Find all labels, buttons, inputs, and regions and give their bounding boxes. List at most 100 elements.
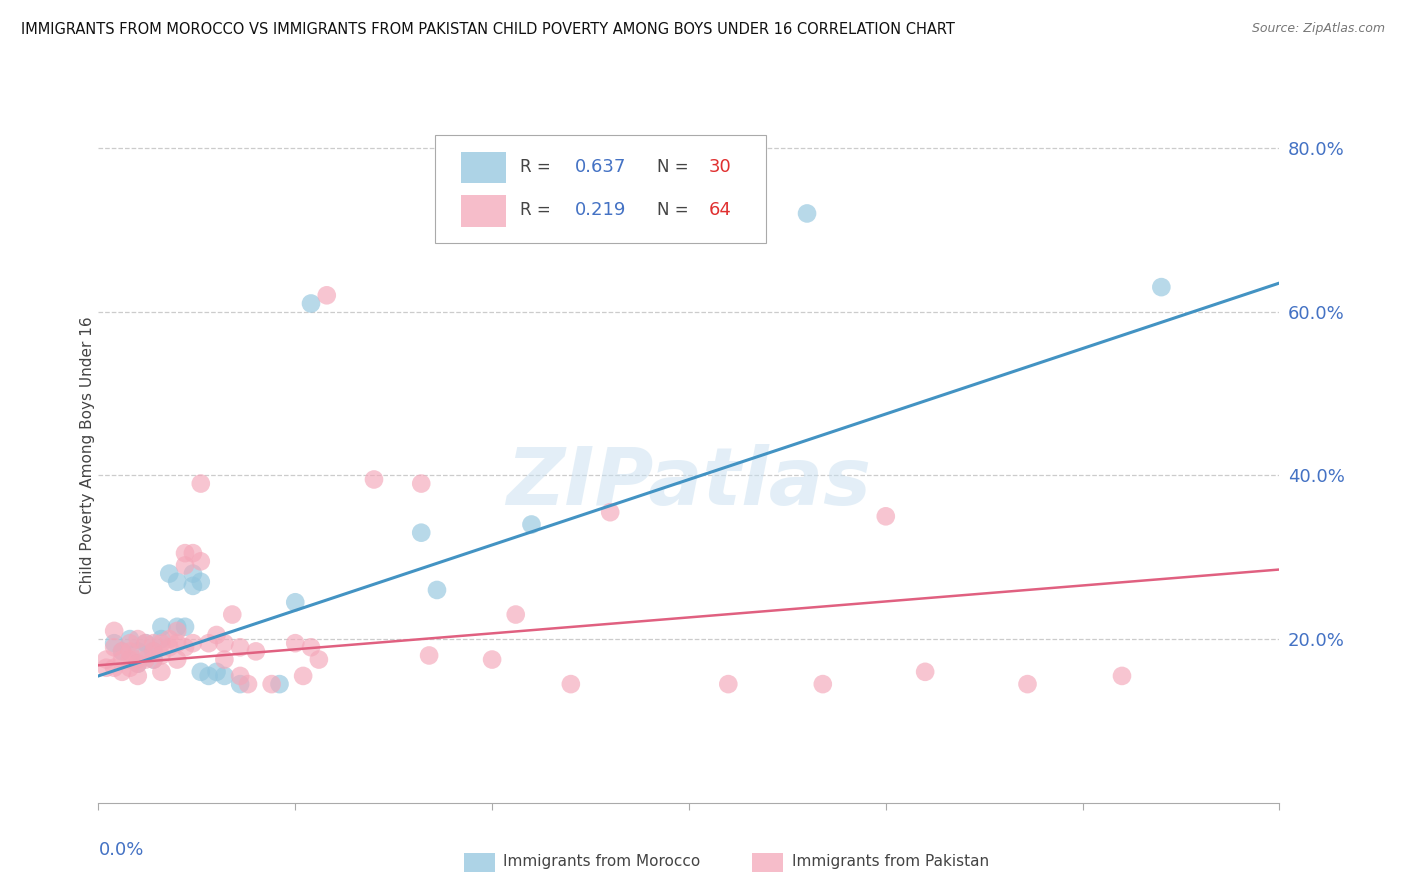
Text: ZIPatlas: ZIPatlas <box>506 443 872 522</box>
Point <box>269 677 291 691</box>
Point <box>205 628 228 642</box>
Point <box>142 636 165 650</box>
Point <box>411 476 433 491</box>
Text: Immigrants from Pakistan: Immigrants from Pakistan <box>792 855 988 869</box>
Text: 0.0%: 0.0% <box>98 841 143 859</box>
Point <box>111 652 134 666</box>
Point <box>118 661 141 675</box>
Point <box>599 505 621 519</box>
Point <box>229 669 252 683</box>
Bar <box>461 195 506 227</box>
Point <box>166 652 188 666</box>
Point <box>181 579 204 593</box>
Point <box>118 644 141 658</box>
Point <box>150 632 173 646</box>
Text: 64: 64 <box>709 201 733 219</box>
Point <box>142 644 165 658</box>
Point <box>914 665 936 679</box>
Point <box>174 546 197 560</box>
Point <box>157 566 180 581</box>
Point <box>426 582 449 597</box>
Text: R =: R = <box>520 158 551 176</box>
Point <box>142 652 165 666</box>
Point <box>135 636 157 650</box>
Point <box>560 677 582 691</box>
Point <box>284 595 307 609</box>
Text: Immigrants from Morocco: Immigrants from Morocco <box>503 855 700 869</box>
Point <box>166 574 188 589</box>
Point <box>190 554 212 568</box>
Point <box>142 644 165 658</box>
Point <box>174 640 197 655</box>
Text: 30: 30 <box>709 158 731 176</box>
Point <box>717 677 740 691</box>
Point <box>190 665 212 679</box>
Point <box>103 661 125 675</box>
Point <box>150 665 173 679</box>
Point <box>181 546 204 560</box>
Point <box>174 620 197 634</box>
Point <box>166 620 188 634</box>
Point <box>111 644 134 658</box>
Text: R =: R = <box>520 201 551 219</box>
Point <box>127 657 149 671</box>
Point <box>197 636 219 650</box>
Point <box>214 652 236 666</box>
Text: N =: N = <box>657 201 689 219</box>
Point <box>96 661 118 675</box>
Point <box>127 669 149 683</box>
Point <box>118 632 141 646</box>
Point <box>118 636 141 650</box>
Point <box>811 677 834 691</box>
Point <box>150 636 173 650</box>
Point <box>174 558 197 573</box>
Point <box>157 632 180 646</box>
Text: 0.637: 0.637 <box>575 158 626 176</box>
Point <box>205 665 228 679</box>
Point <box>127 644 149 658</box>
Point <box>229 640 252 655</box>
Point <box>135 636 157 650</box>
Point <box>142 652 165 666</box>
Point <box>299 640 322 655</box>
Point <box>197 669 219 683</box>
Point <box>229 677 252 691</box>
Text: Source: ZipAtlas.com: Source: ZipAtlas.com <box>1251 22 1385 36</box>
Point <box>127 632 149 646</box>
Point <box>875 509 897 524</box>
Point <box>127 657 149 671</box>
Point <box>103 624 125 638</box>
Point <box>103 636 125 650</box>
Point <box>299 296 322 310</box>
Point <box>181 636 204 650</box>
Point <box>1111 669 1133 683</box>
Point <box>150 620 173 634</box>
Point <box>214 636 236 650</box>
Point <box>284 636 307 650</box>
Point <box>118 652 141 666</box>
FancyBboxPatch shape <box>434 135 766 243</box>
Point <box>411 525 433 540</box>
Point <box>292 669 315 683</box>
Text: N =: N = <box>657 158 689 176</box>
Point <box>214 669 236 683</box>
Point <box>111 665 134 679</box>
Point <box>245 644 267 658</box>
Point <box>481 652 503 666</box>
Point <box>1017 677 1039 691</box>
Point <box>260 677 283 691</box>
Point <box>236 677 259 691</box>
Point <box>505 607 527 622</box>
Point <box>418 648 440 663</box>
Point <box>96 652 118 666</box>
Point <box>150 648 173 663</box>
Bar <box>461 153 506 184</box>
Point <box>181 566 204 581</box>
Text: IMMIGRANTS FROM MOROCCO VS IMMIGRANTS FROM PAKISTAN CHILD POVERTY AMONG BOYS UND: IMMIGRANTS FROM MOROCCO VS IMMIGRANTS FR… <box>21 22 955 37</box>
Point <box>796 206 818 220</box>
Point <box>520 517 543 532</box>
Point <box>190 476 212 491</box>
Point <box>127 652 149 666</box>
Point <box>166 624 188 638</box>
Point <box>315 288 337 302</box>
